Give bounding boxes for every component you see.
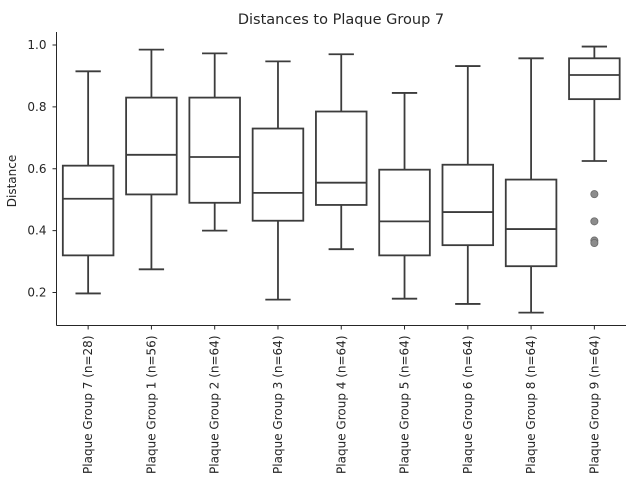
box-group <box>504 57 558 314</box>
iqr-box <box>441 163 495 247</box>
iqr-box <box>504 178 558 268</box>
x-tick-label: Plaque Group 5 (n=64) <box>398 336 412 474</box>
x-tick-label: Plaque Group 2 (n=64) <box>208 336 222 474</box>
x-tick-label: Plaque Group 7 (n=28) <box>81 336 95 474</box>
iqr-box <box>378 168 431 257</box>
iqr-box <box>125 96 178 196</box>
box-group <box>441 65 495 305</box>
y-tick-label: 0.8 <box>27 100 46 114</box>
iqr-box <box>251 127 305 222</box>
box-group <box>188 52 241 232</box>
box-group <box>61 70 115 295</box>
box-group <box>568 45 621 247</box>
outlier-point <box>590 238 599 247</box>
x-tick-label: Plaque Group 6 (n=64) <box>461 336 475 474</box>
y-tick-label: 0.4 <box>27 224 46 238</box>
x-axis-ticks: Plaque Group 7 (n=28) Plaque Group 1 (n=5… <box>81 325 601 474</box>
x-tick-label: Plaque Group 4 (n=64) <box>334 336 348 474</box>
iqr-box <box>315 110 368 206</box>
outlier-point <box>590 217 599 226</box>
x-tick-label: Plaque Group 9 (n=64) <box>587 336 601 474</box>
outlier-point <box>590 190 599 199</box>
box-group <box>378 92 431 300</box>
box-group <box>251 60 305 301</box>
iqr-box <box>568 57 621 101</box>
y-axis-label: Distance <box>5 155 19 207</box>
x-tick-label: Plaque Group 1 (n=56) <box>144 336 158 474</box>
box-group <box>315 53 368 251</box>
box-series <box>61 45 621 314</box>
box-group <box>125 48 178 271</box>
iqr-box <box>188 96 241 204</box>
x-tick-label: Plaque Group 8 (n=64) <box>524 336 538 474</box>
y-tick-label: 1.0 <box>27 38 46 52</box>
y-tick-label: 0.6 <box>27 162 46 176</box>
iqr-box <box>61 164 115 257</box>
y-tick-label: 0.2 <box>27 286 46 300</box>
y-axis-ticks: 0.2 0.4 0.6 0.8 1.0 <box>27 38 57 300</box>
chart-title: Distances to Plaque Group 7 <box>238 12 444 28</box>
x-tick-label: Plaque Group 3 (n=64) <box>271 336 285 474</box>
